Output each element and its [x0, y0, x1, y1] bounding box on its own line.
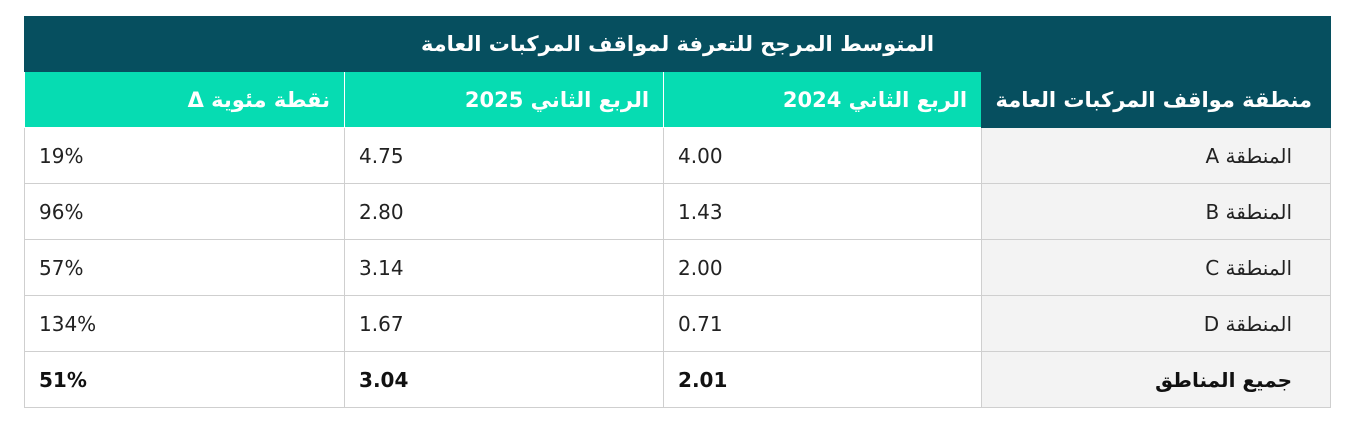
value-delta: 134% [23, 295, 346, 352]
value-q2-2025: 1.67 [344, 295, 665, 352]
header-delta: نقطة مئوية Δ [23, 71, 346, 128]
region-cell: المنطقة C [981, 239, 1332, 296]
total-region-cell: جميع المناطق [981, 351, 1332, 408]
value-q2-2025: 3.14 [344, 239, 665, 296]
table-row: المنطقة B 1.43 2.80 96% [23, 183, 1332, 240]
table-total-row: جميع المناطق 2.01 3.04 51% [23, 351, 1332, 408]
table-row: المنطقة C 2.00 3.14 57% [23, 239, 1332, 296]
value-q2-2024: 4.00 [663, 127, 983, 184]
total-q2-2025: 3.04 [344, 351, 665, 408]
region-cell: المنطقة D [981, 295, 1332, 352]
value-q2-2024: 1.43 [663, 183, 983, 240]
value-delta: 57% [23, 239, 346, 296]
table-title-row: المتوسط المرجح للتعرفة لمواقف المركبات ا… [23, 16, 1332, 72]
tariff-table: المتوسط المرجح للتعرفة لمواقف المركبات ا… [23, 16, 1332, 408]
table-header-row: منطقة مواقف المركبات العامة الربع الثاني… [23, 71, 1332, 128]
value-q2-2025: 4.75 [344, 127, 665, 184]
table-row: المنطقة A 4.00 4.75 19% [23, 127, 1332, 184]
tariff-table-container: المتوسط المرجح للتعرفة لمواقف المركبات ا… [23, 16, 1332, 408]
value-delta: 19% [23, 127, 346, 184]
region-cell: المنطقة A [981, 127, 1332, 184]
header-region: منطقة مواقف المركبات العامة [981, 71, 1332, 128]
header-q2-2024: الربع الثاني 2024 [663, 71, 983, 128]
total-q2-2024: 2.01 [663, 351, 983, 408]
value-q2-2024: 2.00 [663, 239, 983, 296]
region-cell: المنطقة B [981, 183, 1332, 240]
total-delta: 51% [23, 351, 346, 408]
value-q2-2025: 2.80 [344, 183, 665, 240]
value-delta: 96% [23, 183, 346, 240]
value-q2-2024: 0.71 [663, 295, 983, 352]
header-q2-2025: الربع الثاني 2025 [344, 71, 665, 128]
table-title: المتوسط المرجح للتعرفة لمواقف المركبات ا… [23, 16, 1332, 72]
table-row: المنطقة D 0.71 1.67 134% [23, 295, 1332, 352]
